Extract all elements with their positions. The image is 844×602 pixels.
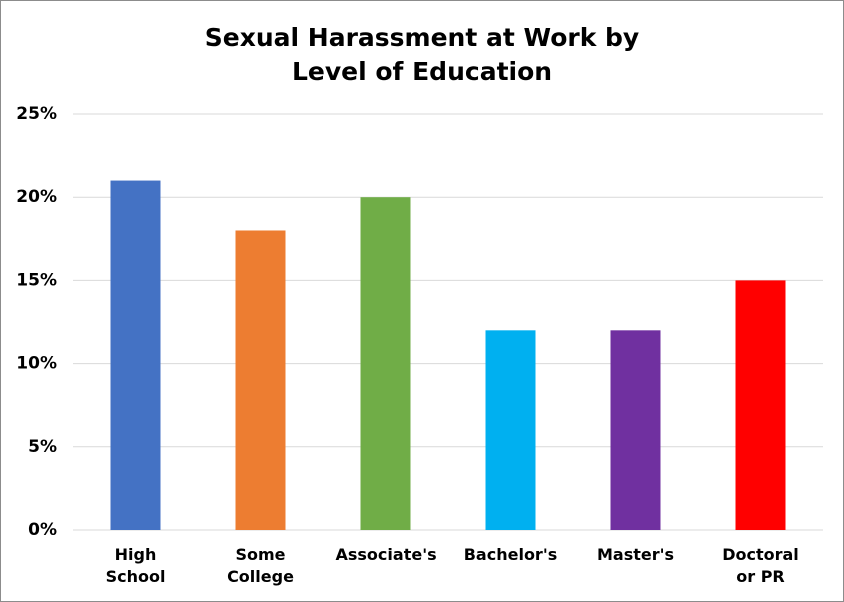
bar xyxy=(735,280,786,530)
chart-title: Sexual Harassment at Work by Level of Ed… xyxy=(204,23,640,86)
y-tick-label: 20% xyxy=(16,187,57,207)
y-tick-label: 25% xyxy=(16,104,57,124)
y-tick-label: 15% xyxy=(16,270,57,290)
y-tick-label: 10% xyxy=(16,354,57,374)
x-tick-label: High School xyxy=(105,545,166,586)
bar xyxy=(360,197,411,530)
bar xyxy=(485,330,536,530)
bar xyxy=(235,230,286,531)
x-tick-label: Doctoral or PR xyxy=(722,545,799,586)
x-tick-label: Master's xyxy=(596,545,675,564)
x-tick-label: Associate's xyxy=(335,545,437,564)
bar xyxy=(610,330,661,530)
bar xyxy=(110,180,161,530)
y-tick-label: 5% xyxy=(28,437,57,457)
x-tick-label: Bachelor's xyxy=(463,545,558,564)
y-tick-label: 0% xyxy=(28,520,57,540)
x-tick-label: Some College xyxy=(227,545,294,586)
